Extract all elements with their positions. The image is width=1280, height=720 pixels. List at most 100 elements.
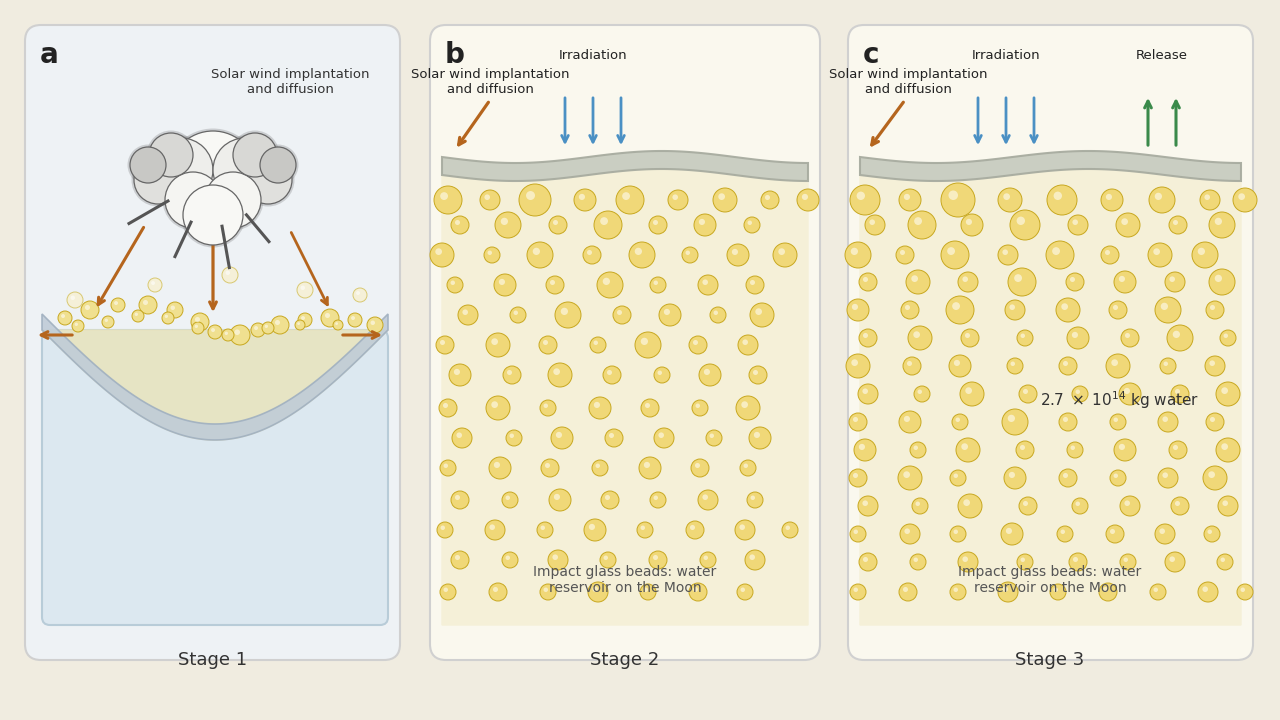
Circle shape — [1204, 356, 1225, 376]
Circle shape — [741, 401, 748, 408]
Circle shape — [956, 438, 980, 462]
Circle shape — [1020, 445, 1025, 450]
Circle shape — [538, 522, 553, 538]
Circle shape — [244, 156, 292, 204]
Circle shape — [1216, 382, 1240, 406]
Circle shape — [251, 323, 265, 337]
Circle shape — [457, 433, 462, 438]
Circle shape — [863, 333, 868, 338]
Circle shape — [1171, 497, 1189, 515]
Circle shape — [1020, 557, 1025, 562]
Circle shape — [454, 220, 460, 225]
Circle shape — [1010, 210, 1039, 240]
Circle shape — [1198, 248, 1204, 255]
Circle shape — [904, 416, 910, 422]
Circle shape — [690, 525, 695, 530]
Circle shape — [914, 386, 931, 402]
Circle shape — [849, 413, 867, 431]
Circle shape — [658, 371, 662, 375]
Circle shape — [486, 396, 509, 420]
Circle shape — [1201, 190, 1220, 210]
Circle shape — [1222, 500, 1228, 506]
Circle shape — [762, 191, 780, 209]
Circle shape — [553, 368, 561, 375]
Circle shape — [298, 313, 312, 327]
Circle shape — [1170, 557, 1175, 562]
Circle shape — [1210, 417, 1215, 422]
Circle shape — [735, 520, 755, 540]
Circle shape — [225, 271, 230, 275]
Circle shape — [740, 524, 745, 530]
Circle shape — [1068, 327, 1089, 349]
Circle shape — [234, 329, 241, 335]
Circle shape — [439, 399, 457, 417]
Circle shape — [640, 526, 645, 530]
Circle shape — [588, 250, 591, 255]
Circle shape — [896, 246, 914, 264]
Circle shape — [1210, 269, 1235, 295]
Circle shape — [905, 305, 910, 310]
Circle shape — [134, 312, 138, 316]
Circle shape — [1046, 241, 1074, 269]
Circle shape — [1070, 277, 1075, 282]
Circle shape — [1004, 467, 1027, 489]
Circle shape — [749, 366, 767, 384]
Circle shape — [859, 329, 877, 347]
Circle shape — [755, 308, 762, 315]
Circle shape — [436, 336, 454, 354]
Circle shape — [1068, 215, 1088, 235]
Circle shape — [1009, 268, 1036, 296]
Circle shape — [440, 340, 445, 345]
Circle shape — [500, 217, 508, 225]
Text: c: c — [863, 41, 879, 69]
Circle shape — [1171, 385, 1189, 403]
Circle shape — [960, 382, 984, 406]
Circle shape — [333, 320, 343, 330]
Circle shape — [1066, 273, 1084, 291]
Circle shape — [654, 428, 675, 448]
Circle shape — [1050, 584, 1066, 600]
Circle shape — [653, 220, 658, 225]
Circle shape — [858, 384, 878, 404]
Circle shape — [1073, 220, 1078, 225]
Circle shape — [1108, 301, 1126, 319]
Circle shape — [899, 466, 922, 490]
Circle shape — [749, 554, 755, 560]
Circle shape — [904, 472, 910, 478]
Circle shape — [207, 325, 221, 339]
Circle shape — [659, 304, 681, 326]
Circle shape — [170, 305, 175, 310]
Circle shape — [963, 276, 968, 282]
Circle shape — [707, 430, 722, 446]
Circle shape — [1047, 185, 1076, 215]
Circle shape — [865, 215, 884, 235]
Polygon shape — [860, 169, 1242, 625]
Circle shape — [451, 216, 468, 234]
Circle shape — [550, 280, 556, 285]
Circle shape — [294, 320, 305, 330]
Circle shape — [954, 588, 957, 592]
Circle shape — [444, 464, 448, 468]
Text: Impact glass beads: water
reservoir on the Moon: Impact glass beads: water reservoir on t… — [534, 565, 717, 595]
Circle shape — [1100, 583, 1117, 601]
Circle shape — [645, 403, 650, 408]
Circle shape — [905, 528, 910, 534]
Circle shape — [918, 390, 922, 394]
Circle shape — [212, 138, 276, 202]
Circle shape — [863, 388, 868, 394]
Circle shape — [703, 495, 708, 500]
Circle shape — [548, 363, 572, 387]
Circle shape — [596, 272, 623, 298]
Circle shape — [605, 429, 623, 447]
Circle shape — [549, 216, 567, 234]
Circle shape — [801, 194, 808, 200]
Circle shape — [1059, 413, 1076, 431]
Circle shape — [1221, 557, 1225, 562]
Circle shape — [786, 526, 790, 530]
Circle shape — [600, 552, 616, 568]
Circle shape — [1002, 249, 1009, 255]
Circle shape — [1018, 554, 1033, 570]
Circle shape — [649, 216, 667, 234]
Circle shape — [859, 444, 865, 450]
Circle shape — [454, 495, 460, 500]
